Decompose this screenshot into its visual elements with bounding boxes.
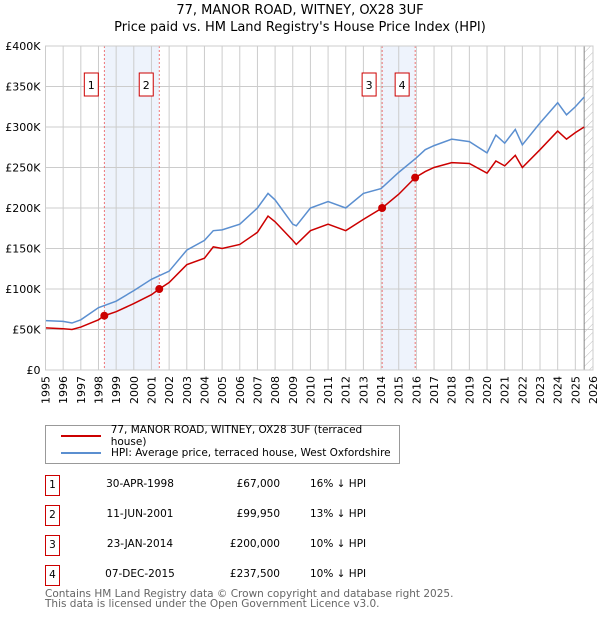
transaction-row: 2 11-JUN-2001 £99,950 13% ↓ HPI [45,505,445,526]
chart-title: 77, MANOR ROAD, WITNEY, OX28 3UF [176,3,424,18]
sale-label: 1 [88,79,95,92]
y-tick-label: £50K [12,324,41,337]
y-tick-label: £100K [5,283,41,296]
legend-label: 77, MANOR ROAD, WITNEY, OX28 3UF (terrac… [110,424,363,448]
x-tick-label: 2025 [569,376,582,404]
x-tick-label: 2022 [516,376,529,404]
legend-item-hpi: HPI: Average price, terraced house, West… [61,445,391,461]
transaction-date: 30-APR-1998 [106,478,174,490]
transaction-date: 11-JUN-2001 [106,508,174,520]
sale-label-box [394,72,410,97]
sale-label: 4 [399,79,406,92]
transaction-hpi-diff: 13% ↓ HPI [310,508,367,520]
transaction-date: 23-JAN-2014 [106,538,174,550]
x-tick-label: 2013 [357,376,370,404]
x-tick-label: 2024 [552,376,565,404]
transaction-date: 07-DEC-2015 [105,568,175,580]
sale-label: 3 [366,79,373,92]
legend-swatch [61,452,101,454]
transaction-price: £200,000 [229,538,280,550]
x-tick-label: 2023 [534,376,547,404]
footer-line: This data is licensed under the Open Gov… [45,598,380,610]
sale-label-box [361,72,377,97]
x-tick-label: 2021 [499,376,512,404]
x-tick-label: 2019 [463,376,476,404]
transaction-row: 4 07-DEC-2015 £237,500 10% ↓ HPI [45,565,445,586]
sale-label-box [138,72,154,97]
x-tick-label: 1995 [40,376,53,404]
legend-swatch [61,435,101,437]
transaction-marker: 2 [45,505,60,526]
footer-line: Contains HM Land Registry data © Crown c… [45,588,454,600]
x-tick-label: 1997 [75,376,88,404]
transaction-hpi-diff: 16% ↓ HPI [310,478,367,490]
x-tick-label: 2000 [128,376,141,404]
legend-item-property: 77, MANOR ROAD, WITNEY, OX28 3UF (terrac… [61,424,399,448]
x-tick-label: 2007 [251,376,264,404]
transaction-marker: 3 [45,535,60,556]
plot-frame [45,45,594,371]
x-tick-label: 2005 [216,376,229,404]
sale-point [411,173,420,182]
sale-label-box [83,72,99,97]
x-tick-label: 2002 [163,376,176,404]
x-tick-label: 2017 [428,376,441,404]
sale-point [378,204,387,212]
x-tick-label: 2001 [145,376,158,404]
x-tick-label: 1998 [92,376,105,404]
transaction-marker: 4 [45,565,60,586]
y-tick-label: £250K [5,162,41,175]
x-tick-label: 2004 [198,376,211,404]
y-tick-label: £350K [5,81,41,94]
x-tick-label: 2009 [287,376,300,404]
property-price-line [45,126,585,331]
x-tick-label: 2020 [481,376,494,404]
transaction-marker: 1 [45,475,60,496]
x-tick-label: 1996 [57,376,70,404]
transaction-row: 1 30-APR-1998 £67,000 16% ↓ HPI [45,475,445,496]
transaction-price: £99,950 [236,508,280,520]
y-tick-label: £200K [5,202,41,215]
legend-label: HPI: Average price, terraced house, West… [111,447,391,459]
x-tick-label: 2012 [340,376,353,404]
x-tick-label: 1999 [110,376,123,404]
sale-point [100,311,109,320]
footer: Contains HM Land Registry data © Crown c… [45,588,454,610]
x-tick-label: 2018 [446,376,459,404]
y-tick-label: £150K [5,243,41,256]
transaction-row: 3 23-JAN-2014 £200,000 10% ↓ HPI [45,535,445,556]
x-tick-label: 2010 [304,376,317,404]
transaction-price: £67,000 [236,478,280,490]
x-tick-label: 2008 [269,376,282,404]
price-chart: 1995 1996 1997 1998 1999 2000 2001 2002 2003 2004… [5,40,600,404]
x-tick-label: 2014 [375,376,388,404]
y-tick-label: £0 [27,364,41,377]
transaction-hpi-diff: 10% ↓ HPI [310,538,367,550]
sale-point [155,285,164,294]
x-tick-label: 2016 [410,376,423,404]
x-tick-label: 2015 [393,376,406,404]
legend: 77, MANOR ROAD, WITNEY, OX28 3UF (terrac… [45,424,400,464]
y-tick-label: £300K [5,121,41,134]
y-tick-label: £400K [5,40,41,53]
transaction-hpi-diff: 10% ↓ HPI [310,568,367,580]
sale-label: 2 [143,79,150,92]
x-tick-label: 2026 [587,376,600,404]
x-tick-label: 2003 [181,376,194,404]
transaction-price: £237,500 [229,568,280,580]
x-tick-label: 2011 [322,376,335,404]
x-tick-label: 2006 [234,376,247,404]
hpi-line [45,96,585,324]
chart-subtitle: Price paid vs. HM Land Registry's House … [114,20,486,35]
